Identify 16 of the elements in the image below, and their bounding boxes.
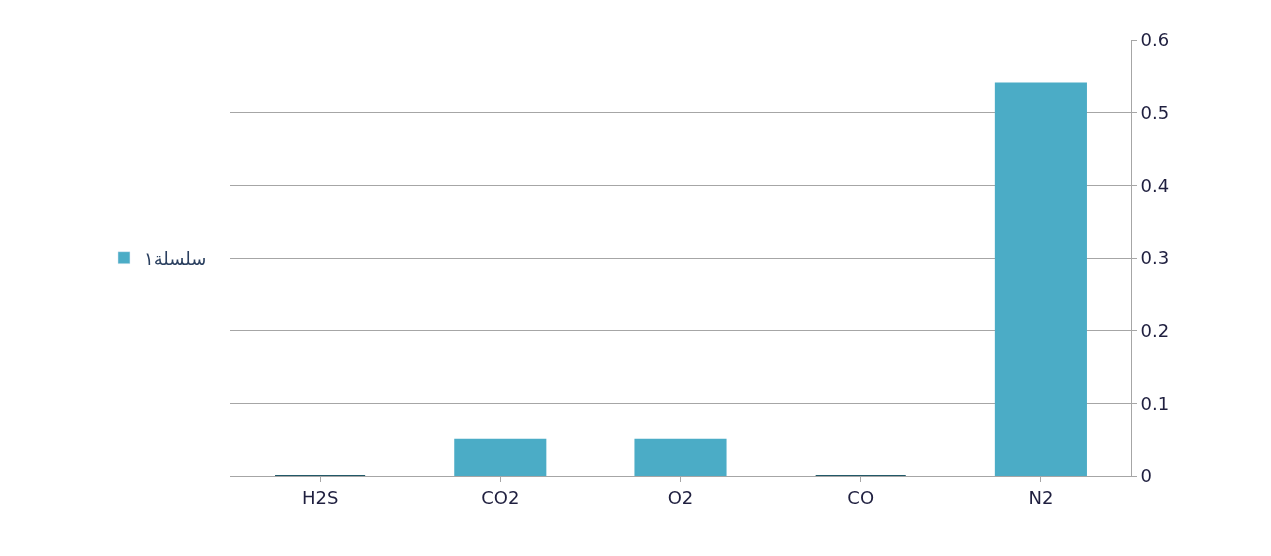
- y-tick-label: 0.1: [1140, 392, 1170, 414]
- x-tick-label: H2S: [301, 486, 339, 508]
- x-tick-label: CO2: [481, 486, 520, 508]
- legend-label: سلسلة١: [143, 247, 207, 269]
- y-tick-label: 0.3: [1140, 247, 1170, 269]
- bar: [634, 438, 727, 476]
- bar: [454, 438, 547, 476]
- y-tick-label: 0.5: [1140, 101, 1170, 123]
- x-tick-label: CO: [847, 486, 875, 508]
- x-tick-label: N2: [1028, 486, 1054, 508]
- y-tick-label: 0.4: [1140, 174, 1170, 196]
- y-tick-label: 0.6: [1140, 29, 1170, 51]
- bar: [994, 82, 1087, 476]
- x-tick-label: O2: [667, 486, 694, 508]
- y-tick-label: 0.2: [1140, 319, 1170, 341]
- y-tick-label: 0: [1140, 465, 1153, 487]
